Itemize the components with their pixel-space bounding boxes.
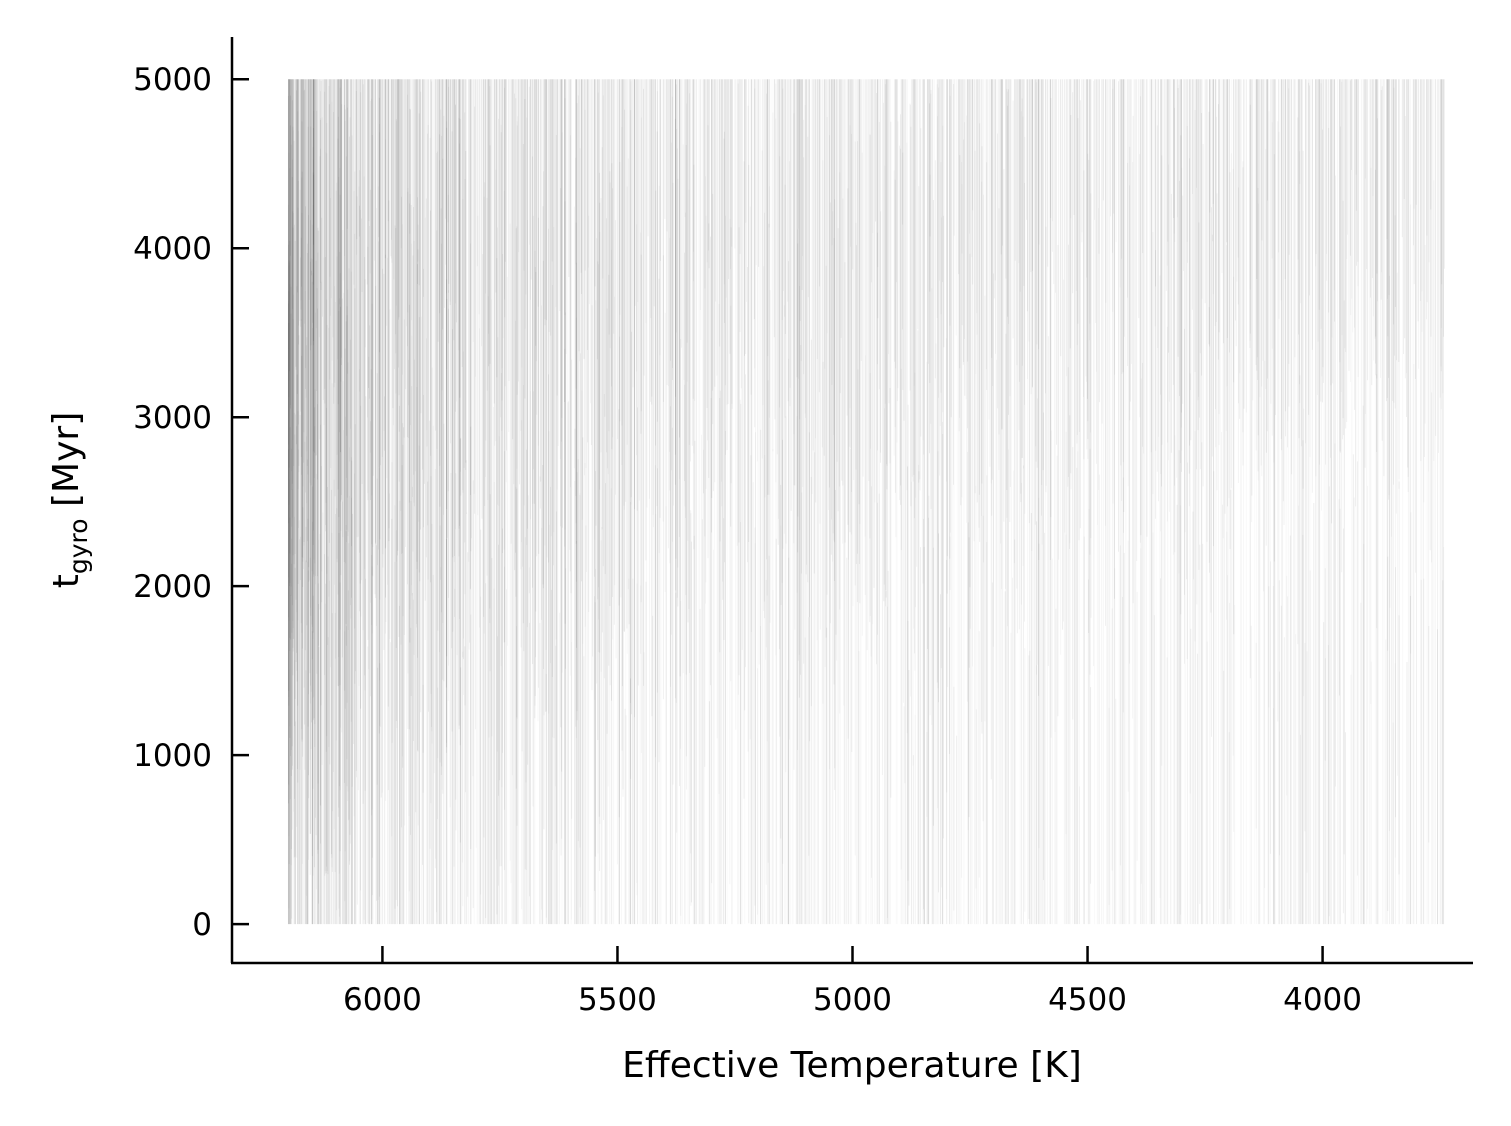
y-axis-label-main: t <box>46 574 87 588</box>
x-axis-label: Effective Temperature [K] <box>622 1045 1082 1086</box>
y-tick-label: 2000 <box>133 569 212 605</box>
y-tick-label: 5000 <box>133 62 212 98</box>
x-tick-label: 4500 <box>1048 982 1127 1018</box>
y-ticks: 0 1000 2000 3000 4000 5000 <box>133 62 249 943</box>
y-tick-label: 1000 <box>133 738 212 774</box>
x-tick-label: 5500 <box>578 982 657 1018</box>
x-tick-label: 5000 <box>813 982 892 1018</box>
y-axis-label: tgyro [Myr] <box>46 412 93 589</box>
y-tick-label: 3000 <box>133 400 212 436</box>
y-axis-label-sub: gyro <box>64 518 93 574</box>
y-tick-label: 4000 <box>133 231 212 267</box>
error-bar-density <box>287 79 1445 925</box>
x-ticks: 6000 5500 5000 4500 4000 <box>343 946 1362 1018</box>
x-tick-label: 6000 <box>343 982 422 1018</box>
y-axis-label-suffix: [Myr] <box>46 412 87 519</box>
x-tick-label: 4000 <box>1283 982 1362 1018</box>
y-tick-label: 0 <box>192 907 212 943</box>
